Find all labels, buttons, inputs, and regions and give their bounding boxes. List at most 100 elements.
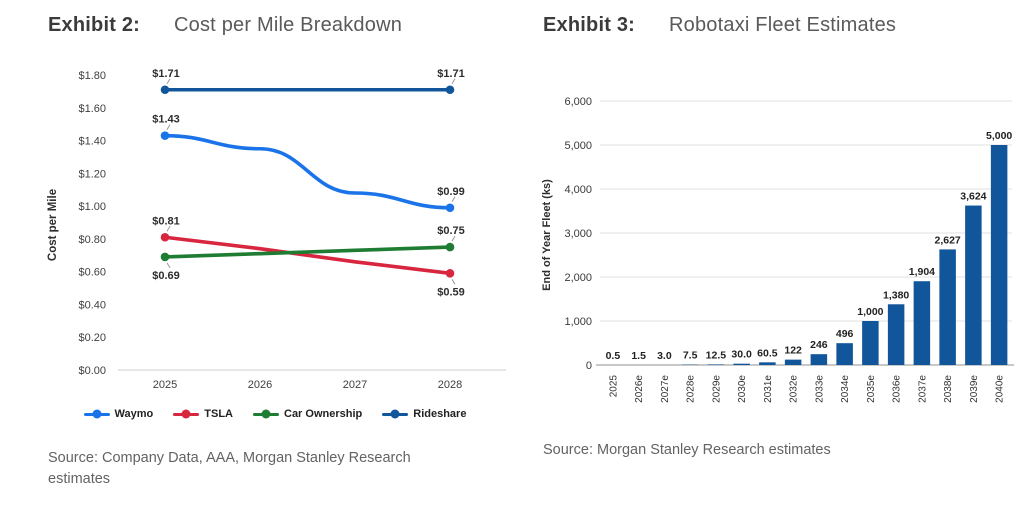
y-tick-label: $1.20	[78, 168, 106, 180]
y-tick-label: 1,000	[564, 316, 592, 328]
x-tick-label: 2035e	[866, 375, 877, 403]
data-label: $0.59	[437, 286, 465, 298]
source-note-right: Source: Morgan Stanley Research estimate…	[543, 442, 831, 458]
x-tick-label: 2027e	[660, 375, 671, 403]
data-point-waymo	[160, 131, 170, 140]
exhibit2-title: Exhibit 2: Cost per Mile Breakdown	[48, 14, 402, 37]
y-axis-title: End of Year Fleet (ks)	[541, 179, 553, 291]
bar-2037e	[913, 281, 931, 365]
legend-marker-car-ownership	[253, 409, 279, 419]
source-note-left: Source: Company Data, AAA, Morgan Stanle…	[48, 450, 411, 488]
series-line-car-ownership	[163, 245, 452, 259]
bar-value-label: 5,000	[986, 130, 1012, 142]
data-point-rideshare	[445, 85, 455, 95]
legend-item-rideshare: Rideshare	[382, 408, 466, 420]
label-leader	[451, 279, 456, 285]
y-tick-label: 5,000	[564, 140, 592, 152]
legend-label: Waymo	[114, 408, 154, 420]
y-tick-label: $1.80	[78, 70, 106, 82]
x-tick-label: 2040e	[995, 375, 1006, 403]
legend-item-waymo: Waymo	[83, 408, 154, 420]
bar-2032e	[784, 359, 802, 365]
series-line-waymo	[163, 133, 452, 210]
bar-value-label: 7.5	[683, 350, 698, 362]
exhibit2-label: Exhibit 2:	[48, 14, 141, 36]
bar-value-label: 3.0	[657, 350, 672, 362]
data-label: $1.71	[152, 68, 180, 80]
x-tick-label: 2039e	[969, 375, 980, 403]
bar-value-label: 496	[836, 328, 854, 340]
cost-per-mile-chart: $0.00 $0.20 $0.40 $0.60 $0.80 $1.00 $1.20 $1.40…	[47, 68, 506, 391]
x-tick-label: 2028e	[686, 375, 697, 403]
data-point-car-ownership	[445, 242, 455, 252]
bar-2030e	[733, 363, 750, 365]
label-leader	[166, 78, 171, 85]
y-tick-label: $0.80	[78, 234, 106, 246]
y-tick-label: 6,000	[564, 96, 592, 108]
y-tick-label: $0.00	[78, 365, 106, 377]
data-label: $0.99	[437, 186, 465, 198]
legend-marker-rideshare	[382, 409, 409, 419]
legend-label: TSLA	[204, 408, 233, 420]
bar-2036e	[887, 304, 905, 365]
bar-value-label: 60.5	[757, 347, 778, 359]
bar-value-label: 1,380	[883, 289, 909, 301]
exhibit3-label: Exhibit 3:	[543, 14, 636, 36]
y-tick-label: $0.40	[78, 299, 106, 311]
bar-value-label: 122	[784, 345, 802, 357]
bar-2035e	[862, 321, 879, 365]
legend-marker-waymo	[83, 409, 110, 419]
x-tick-label: 2026e	[634, 375, 645, 403]
bar-2029e	[707, 364, 725, 365]
y-tick-label: $1.60	[78, 103, 106, 115]
data-label: $0.81	[152, 215, 180, 227]
bar-2034e	[836, 343, 853, 365]
x-tick-label: 2032e	[789, 375, 800, 403]
y-tick-label: $1.40	[78, 136, 106, 148]
x-tick-label: 2030e	[737, 375, 748, 403]
data-point-car-ownership	[160, 252, 170, 262]
bar-value-label: 1,904	[909, 266, 935, 278]
y-tick-label: $1.00	[78, 201, 106, 213]
bar-2038e	[939, 249, 956, 365]
x-tick-label: 2031e	[763, 375, 774, 403]
y-tick-label: 4,000	[564, 184, 592, 196]
bar-value-label: 1,000	[857, 306, 883, 318]
y-tick-label: 0	[586, 360, 592, 372]
legend-label: Car Ownership	[284, 408, 363, 420]
y-tick-label: 3,000	[564, 228, 592, 240]
legend-label: Rideshare	[413, 408, 467, 420]
data-label: $1.43	[152, 114, 180, 126]
bar-2033e	[810, 354, 828, 365]
label-leader	[166, 262, 171, 269]
bar-2039e	[965, 205, 982, 365]
label-leader	[451, 235, 456, 242]
x-tick-label: 2029e	[711, 375, 722, 403]
x-tick-label: 2038e	[943, 375, 954, 403]
data-point-rideshare	[160, 85, 170, 95]
bar-2031e	[759, 362, 776, 365]
y-axis-title: Cost per Mile	[47, 189, 59, 261]
data-point-waymo	[445, 203, 455, 213]
exhibit3-title-text: Robotaxi Fleet Estimates	[669, 14, 897, 36]
bar-2040e	[990, 145, 1008, 365]
series-line-tsla	[163, 235, 452, 276]
x-tick-label: 2025	[153, 379, 177, 391]
bar-value-label: 0.5	[606, 350, 621, 362]
bar-value-label: 30.0	[731, 349, 752, 361]
bar-value-label: 2,627	[934, 234, 960, 246]
legend-item-tsla: TSLA	[173, 408, 233, 420]
x-tick-label: 2026	[248, 379, 272, 391]
label-leader	[166, 225, 171, 232]
label-leader	[166, 124, 171, 130]
x-tick-label: 2027	[343, 379, 367, 391]
data-label: $0.69	[152, 270, 180, 282]
robotaxi-fleet-chart: 0 1,000 2,000 3,000 4,000 5,000 6,000 End of Ye…	[541, 96, 1014, 403]
bar-value-label: 3,624	[960, 191, 986, 203]
label-leader	[451, 78, 456, 85]
data-label: $1.71	[437, 68, 465, 80]
x-tick-label: 2025	[608, 375, 619, 398]
data-point-tsla	[160, 232, 170, 242]
bar-value-label: 12.5	[706, 349, 727, 361]
